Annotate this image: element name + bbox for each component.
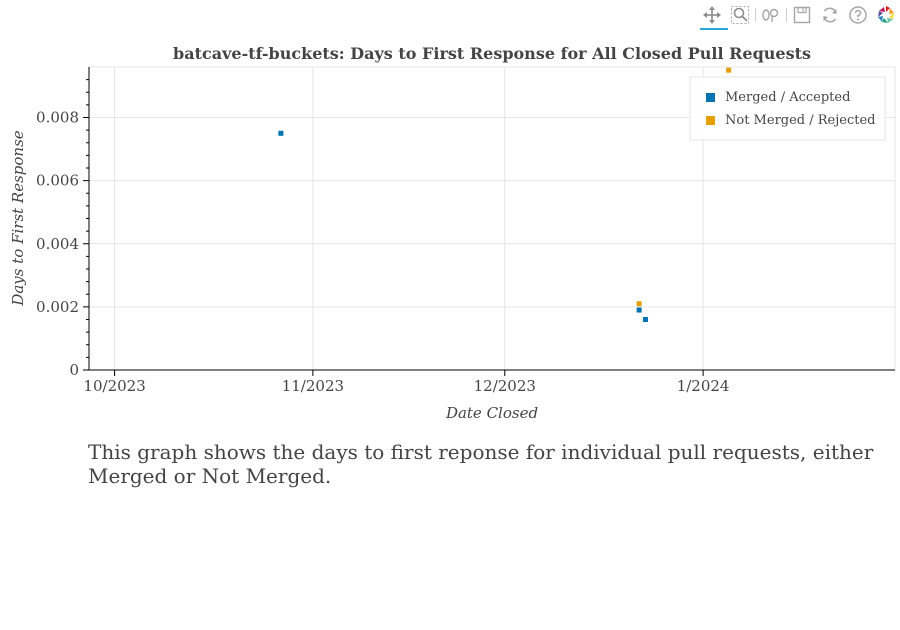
scatter-chart: batcave-tf-buckets: Days to First Respon… bbox=[9, 44, 896, 422]
y-tick-label: 0 bbox=[69, 361, 79, 379]
chart-legend: Merged / Accepted Not Merged / Rejected bbox=[689, 76, 886, 141]
data-point bbox=[643, 317, 649, 322]
data-point bbox=[636, 301, 642, 307]
y-tick-label: 0.006 bbox=[36, 172, 79, 190]
save-icon bbox=[793, 6, 811, 24]
x-tick-label: 10/2023 bbox=[83, 377, 145, 395]
wheel-zoom-tool[interactable] bbox=[757, 1, 785, 29]
box-zoom-icon bbox=[731, 6, 749, 24]
toolbar-separator bbox=[755, 8, 756, 22]
x-axis: 10/2023 11/2023 12/2023 1/2024 bbox=[83, 369, 895, 395]
y-tick-label: 0.004 bbox=[36, 235, 79, 253]
legend-swatch bbox=[706, 93, 715, 102]
y-tick-label: 0.008 bbox=[36, 109, 79, 127]
x-tick-label: 1/2024 bbox=[677, 377, 730, 395]
data-points bbox=[278, 67, 732, 322]
data-point bbox=[636, 307, 642, 313]
chart-title: batcave-tf-buckets: Days to First Respon… bbox=[173, 44, 811, 63]
x-tick-label: 11/2023 bbox=[282, 377, 344, 395]
box-zoom-tool[interactable] bbox=[726, 1, 754, 29]
data-point bbox=[726, 67, 732, 73]
chart-toolbar bbox=[698, 0, 900, 30]
reset-icon bbox=[823, 7, 837, 23]
reset-tool[interactable] bbox=[816, 1, 844, 29]
save-tool[interactable] bbox=[788, 1, 816, 29]
wheel-zoom-icon bbox=[762, 8, 779, 22]
y-tick-label: 0.002 bbox=[36, 298, 79, 316]
bokeh-logo[interactable] bbox=[872, 1, 900, 29]
data-point bbox=[278, 130, 284, 136]
toolbar-separator bbox=[786, 8, 787, 22]
chart-caption: This graph shows the days to first repon… bbox=[88, 440, 874, 488]
pan-icon bbox=[703, 6, 721, 24]
x-tick-label: 12/2023 bbox=[474, 377, 536, 395]
legend-box bbox=[689, 76, 886, 141]
y-axis: 0 0.002 0.004 0.006 0.008 bbox=[36, 67, 90, 379]
x-axis-label: Date Closed bbox=[445, 404, 538, 422]
bokeh-logo-icon bbox=[878, 6, 894, 23]
y-axis-label: Days to First Response bbox=[9, 130, 27, 306]
help-tool[interactable] bbox=[844, 1, 872, 29]
legend-label: Not Merged / Rejected bbox=[725, 113, 875, 128]
legend-label: Merged / Accepted bbox=[725, 90, 850, 105]
help-icon bbox=[849, 6, 867, 24]
legend-swatch bbox=[706, 116, 715, 125]
pan-tool[interactable] bbox=[698, 1, 728, 30]
